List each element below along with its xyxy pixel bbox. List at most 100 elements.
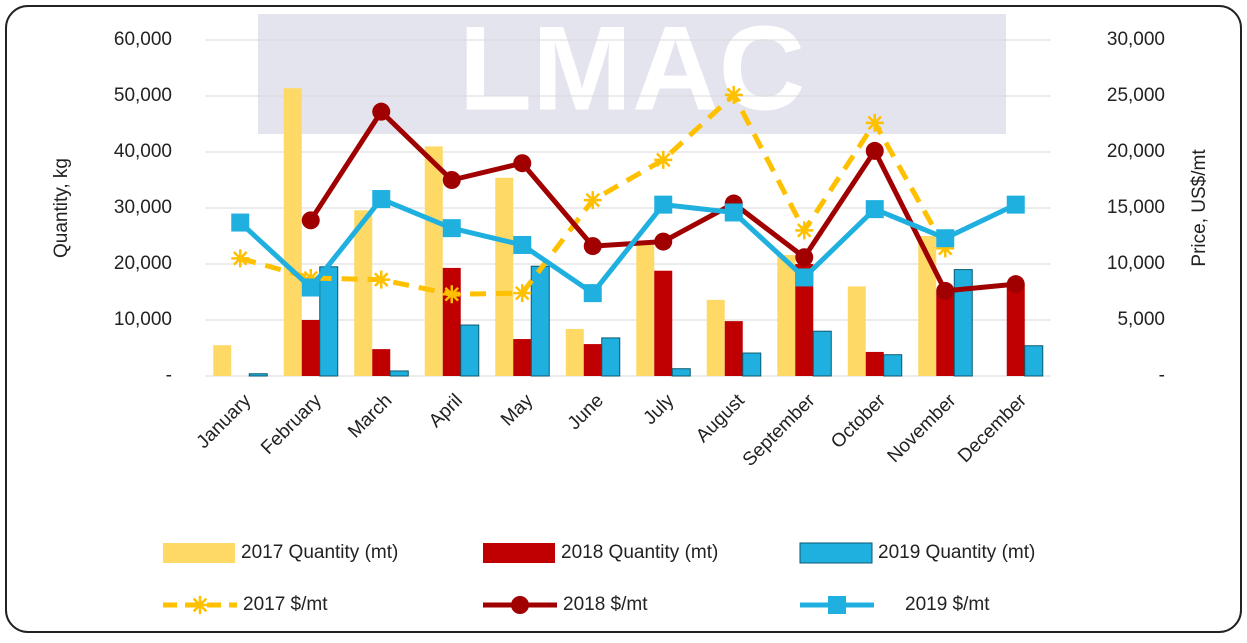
legend-marker [191,596,209,614]
line-marker [654,232,673,251]
y-tick-label: 40,000 [114,141,172,162]
bar [301,320,320,376]
line-marker [513,284,532,303]
watermark: LMAC [459,2,806,136]
line-marker [724,203,743,222]
bar [671,368,691,377]
bar [389,370,409,377]
bar [706,299,725,376]
line-marker [301,211,320,230]
line-marker [865,141,884,160]
line-marker [231,249,250,268]
line-marker [442,171,461,189]
line-marker [583,237,602,256]
line-marker [795,268,814,287]
y2-tick-label: 5,000 [1117,309,1165,330]
bar [865,351,884,376]
y-tick-label: - [166,365,172,386]
bar [354,210,373,376]
bar [248,373,268,377]
line-marker [583,284,602,303]
bar [513,339,532,376]
line-marker [795,221,814,240]
legend-swatch [163,543,235,563]
legend-label: 2017 Quantity (mt) [241,542,398,563]
bar [883,354,903,377]
line-marker [442,219,461,238]
bar [953,269,973,377]
legend-label: 2018 Quantity (mt) [561,542,718,563]
y-axis-title: Quantity, kg [51,158,72,258]
legend-label: 2017 $/mt [243,594,328,615]
bar [636,244,655,376]
bar [424,146,443,376]
legend-label: 2018 $/mt [563,594,648,615]
line-marker [936,239,955,258]
y-tick-label: 30,000 [114,197,172,218]
line-marker [654,195,673,214]
bar [847,286,866,376]
line-marker [865,113,884,132]
line-marker [513,235,532,254]
bar [777,255,796,376]
bar [795,264,814,376]
bar [601,337,621,377]
bar [319,266,339,377]
bar [460,324,480,377]
legend-label: 2019 $/mt [905,594,990,615]
y2-tick-label: 30,000 [1107,29,1165,50]
bar [654,270,673,376]
bar [812,330,832,377]
bar [583,344,602,376]
line-marker [1006,195,1025,214]
y-tick-label: 60,000 [114,29,172,50]
bar [530,265,550,377]
line-marker [865,200,884,219]
line-marker [724,85,743,104]
line-marker [654,150,673,169]
line-marker [372,190,391,209]
chart-frame [5,5,1242,633]
line-marker [936,229,955,248]
bar [1006,284,1025,376]
line-marker [301,269,320,287]
legend-swatch [799,542,873,564]
line-marker [231,213,250,232]
legend-marker [511,596,529,614]
bar [1024,345,1044,377]
bar [936,292,955,376]
bar [724,321,743,376]
bar [495,177,514,376]
bar [565,328,584,376]
y2-tick-label: 20,000 [1107,141,1165,162]
y2-tick-label: 10,000 [1107,253,1165,274]
bar [442,267,461,376]
line-marker [583,191,602,210]
line-marker [442,285,461,304]
legend-swatch [483,543,555,563]
y-tick-label: 50,000 [114,85,172,106]
bar [918,236,937,376]
y-tick-label: 10,000 [114,309,172,330]
y-tick-label: 20,000 [114,253,172,274]
line-marker [372,270,391,289]
bar [372,349,391,376]
legend-label: 2019 Quantity (mt) [878,542,1035,563]
line-marker [936,281,955,300]
bar [742,352,762,377]
line-marker [1006,275,1025,294]
y2-tick-label: 25,000 [1107,85,1165,106]
line-marker [301,278,320,297]
y2-axis-title: Price, US$/mt [1189,149,1210,267]
line-marker [795,248,814,267]
line-marker [513,154,532,173]
y2-tick-label: 15,000 [1107,197,1165,218]
bar [283,88,302,376]
bar [213,345,232,376]
line-marker [372,102,391,121]
line [238,196,1017,296]
y2-tick-label: - [1159,365,1165,386]
legend-marker [828,596,846,614]
